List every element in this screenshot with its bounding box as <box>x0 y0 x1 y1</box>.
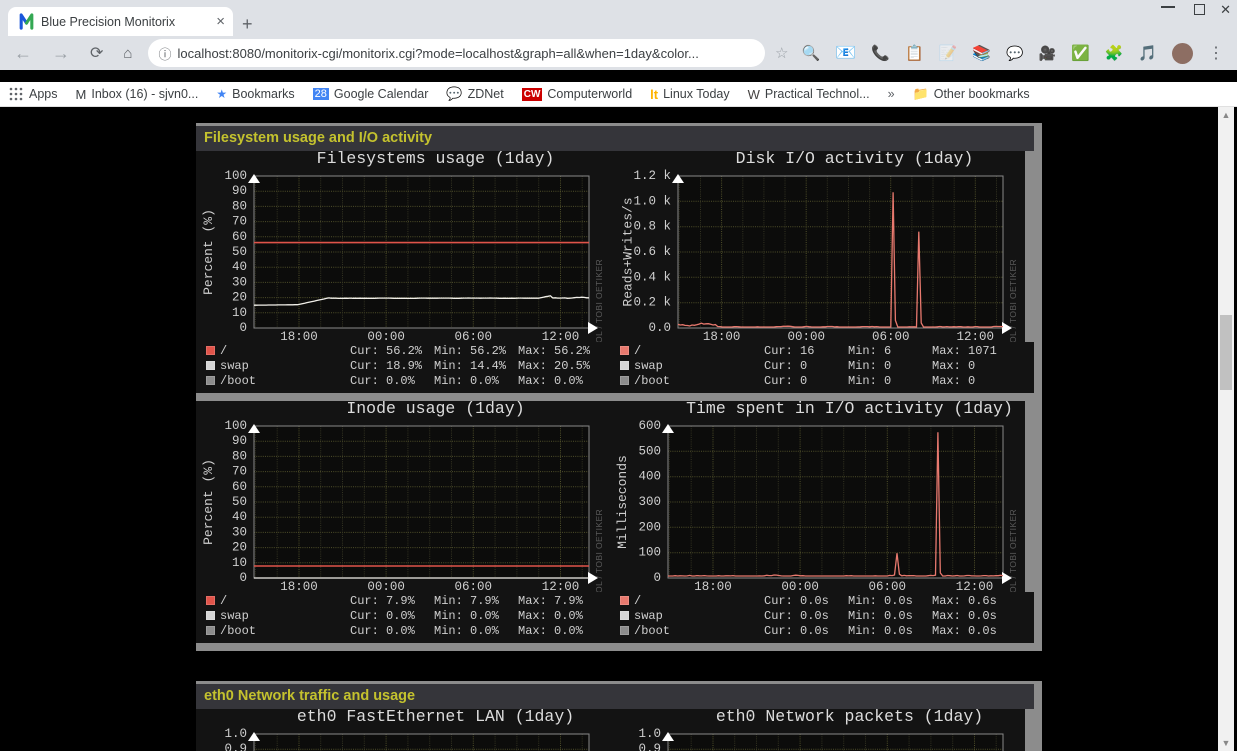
svg-text:00:00: 00:00 <box>781 580 819 592</box>
svg-text:40: 40 <box>232 260 247 274</box>
svg-text:100: 100 <box>224 169 247 183</box>
svg-text:12:00: 12:00 <box>542 330 580 342</box>
svg-text:30: 30 <box>232 525 247 539</box>
svg-text:RRDTOOL / TOBI OETIKER: RRDTOOL / TOBI OETIKER <box>1008 509 1018 592</box>
svg-text:70: 70 <box>232 465 247 479</box>
svg-text:90: 90 <box>232 184 247 198</box>
svg-text:Percent (%): Percent (%) <box>201 459 216 545</box>
svg-text:0.9: 0.9 <box>638 742 661 751</box>
svg-text:06:00: 06:00 <box>869 580 907 592</box>
svg-text:80: 80 <box>232 449 247 463</box>
svg-text:18:00: 18:00 <box>280 330 318 342</box>
svg-text:90: 90 <box>232 434 247 448</box>
svg-text:20: 20 <box>232 291 247 305</box>
svg-text:200: 200 <box>638 520 661 534</box>
svg-text:Time spent in I/O activity (: Time spent in I/O activity (1day) <box>686 401 1013 418</box>
svg-text:10: 10 <box>232 556 247 570</box>
svg-text:100: 100 <box>224 419 247 433</box>
svg-text:eth0 FastEthernet LAN (1day): eth0 FastEthernet LAN (1day) <box>297 709 574 726</box>
svg-text:1.2 k: 1.2 k <box>633 169 671 183</box>
svg-text:0: 0 <box>653 571 661 585</box>
svg-text:06:00: 06:00 <box>455 330 493 342</box>
svg-text:18:00: 18:00 <box>703 330 741 342</box>
svg-text:30: 30 <box>232 275 247 289</box>
svg-text:400: 400 <box>638 470 661 484</box>
svg-text:0.0: 0.0 <box>648 321 671 335</box>
svg-text:eth0 Network packets (1day): eth0 Network packets (1day) <box>716 709 983 726</box>
svg-text:1.0: 1.0 <box>638 727 661 741</box>
svg-text:18:00: 18:00 <box>694 580 732 592</box>
svg-text:0: 0 <box>239 571 247 585</box>
svg-text:50: 50 <box>232 245 247 259</box>
svg-text:12:00: 12:00 <box>957 330 995 342</box>
svg-text:0: 0 <box>239 321 247 335</box>
svg-text:1.0 k: 1.0 k <box>633 194 671 208</box>
svg-text:RRDTOOL / TOBI OETIKER: RRDTOOL / TOBI OETIKER <box>594 259 604 342</box>
svg-text:00:00: 00:00 <box>787 330 825 342</box>
svg-text:20: 20 <box>232 541 247 555</box>
svg-text:Milliseconds: Milliseconds <box>615 455 630 549</box>
svg-text:80: 80 <box>232 199 247 213</box>
svg-text:60: 60 <box>232 230 247 244</box>
svg-text:600: 600 <box>638 419 661 433</box>
svg-text:40: 40 <box>232 510 247 524</box>
svg-text:1.0: 1.0 <box>224 727 247 741</box>
svg-text:06:00: 06:00 <box>455 580 493 592</box>
svg-text:0.9: 0.9 <box>224 742 247 751</box>
svg-text:Filesystems usage (1day): Filesystems usage (1day) <box>317 151 555 168</box>
svg-text:RRDTOOL / TOBI OETIKER: RRDTOOL / TOBI OETIKER <box>594 509 604 592</box>
svg-text:18:00: 18:00 <box>280 580 318 592</box>
svg-text:70: 70 <box>232 215 247 229</box>
svg-text:06:00: 06:00 <box>872 330 910 342</box>
svg-text:00:00: 00:00 <box>367 330 405 342</box>
svg-text:50: 50 <box>232 495 247 509</box>
svg-text:00:00: 00:00 <box>367 580 405 592</box>
svg-text:12:00: 12:00 <box>956 580 994 592</box>
svg-text:100: 100 <box>638 546 661 560</box>
svg-text:60: 60 <box>232 480 247 494</box>
svg-text:RRDTOOL / TOBI OETIKER: RRDTOOL / TOBI OETIKER <box>1008 259 1018 342</box>
svg-text:12:00: 12:00 <box>542 580 580 592</box>
svg-text:0.2 k: 0.2 k <box>633 296 671 310</box>
svg-text:Percent (%): Percent (%) <box>201 209 216 295</box>
svg-text:0.4 k: 0.4 k <box>633 270 671 284</box>
svg-text:0.8 k: 0.8 k <box>633 220 671 234</box>
svg-text:Reads+Writes/s: Reads+Writes/s <box>621 197 636 306</box>
svg-text:Disk I/O activity (1day): Disk I/O activity (1day) <box>736 151 974 168</box>
svg-text:500: 500 <box>638 444 661 458</box>
svg-text:300: 300 <box>638 495 661 509</box>
svg-text:Inode usage (1day): Inode usage (1day) <box>346 401 524 418</box>
svg-text:10: 10 <box>232 306 247 320</box>
svg-text:0.6 k: 0.6 k <box>633 245 671 259</box>
